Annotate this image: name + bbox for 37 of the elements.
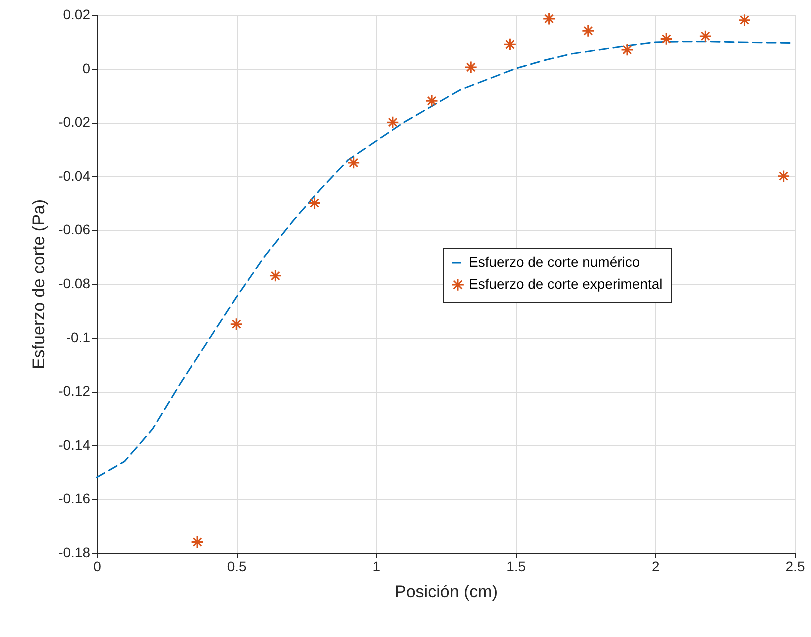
y-axis-title: Esfuerzo de corte (Pa) <box>30 199 49 370</box>
x-axis-title: Posición (cm) <box>395 582 498 602</box>
y-tick-label: -0.12 <box>58 383 91 400</box>
x-tick-label: 1 <box>372 558 381 574</box>
point <box>230 318 244 331</box>
y-tick-label: -0.14 <box>58 436 91 453</box>
point <box>738 14 752 27</box>
y-tick-label: 0 <box>82 60 91 76</box>
point <box>308 196 322 210</box>
point <box>504 38 517 52</box>
y-tick-label: -0.08 <box>58 276 91 292</box>
x-tick-label: 0 <box>94 558 102 574</box>
point <box>582 24 595 38</box>
point <box>426 94 438 108</box>
point <box>386 116 400 130</box>
y-tick-label: 0.02 <box>63 6 91 22</box>
x-tick-label: 0.5 <box>227 558 248 574</box>
legend-label: Esfuerzo de corte experimental <box>469 276 663 292</box>
y-tick-label: -0.1 <box>66 329 91 346</box>
point <box>699 30 712 43</box>
y-tick-label: -0.04 <box>58 168 91 184</box>
point <box>269 269 282 282</box>
x-tick-label: 1.5 <box>506 558 526 574</box>
point <box>464 61 478 74</box>
y-tick-label: -0.06 <box>58 222 91 238</box>
point <box>621 44 634 56</box>
x-tick-label: 2.5 <box>786 558 806 574</box>
point <box>191 536 204 549</box>
point <box>777 170 790 183</box>
point <box>542 12 556 26</box>
legend-label: Esfuerzo de corte numérico <box>469 254 640 270</box>
point <box>347 156 360 170</box>
y-tick-label: -0.02 <box>58 114 91 130</box>
y-tick-label: -0.16 <box>58 490 91 507</box>
x-tick-label: 2 <box>652 558 660 574</box>
point <box>660 32 674 46</box>
y-tick-label: -0.18 <box>58 544 91 560</box>
